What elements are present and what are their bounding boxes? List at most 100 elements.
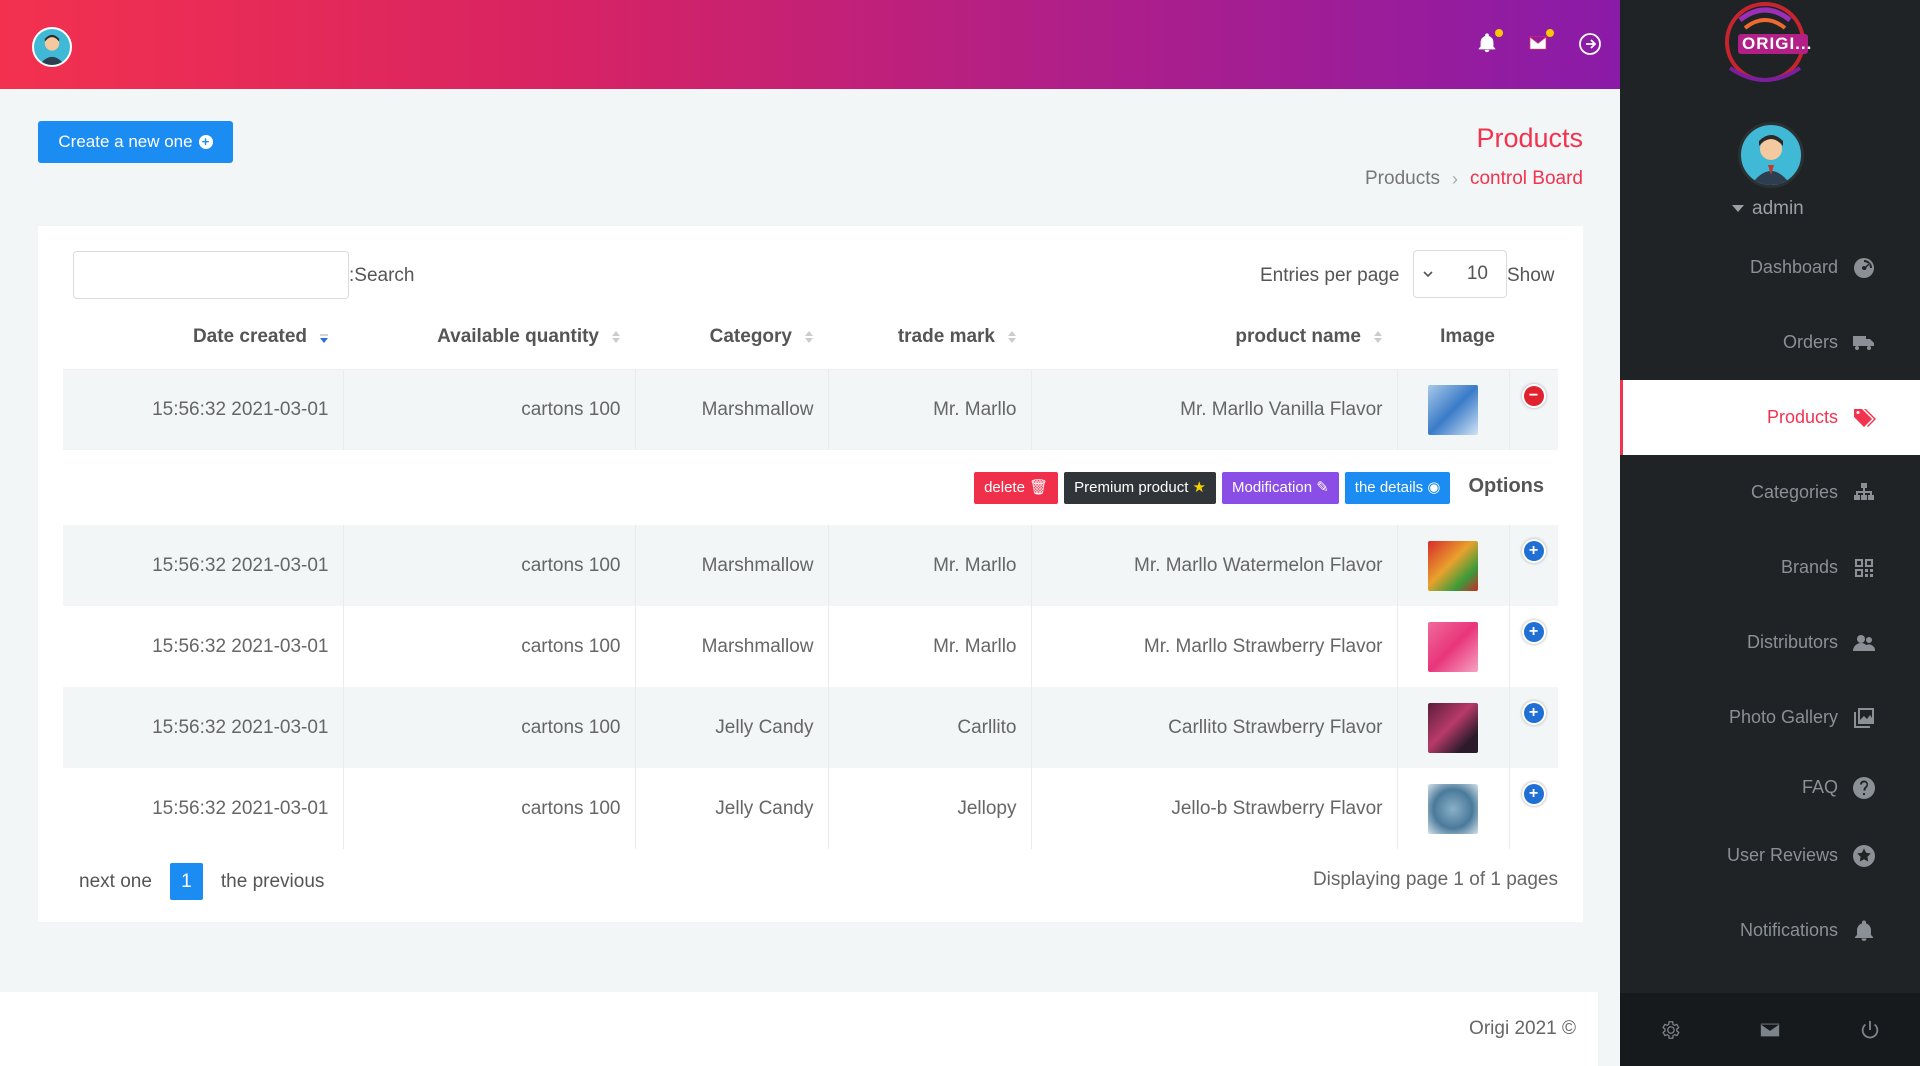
column-header-date-created[interactable]: Date created — [63, 306, 343, 370]
gear-icon[interactable] — [1659, 1019, 1681, 1041]
page-title: Products — [1476, 123, 1583, 153]
entries-label: Entries per page — [1260, 265, 1400, 286]
modification-button[interactable]: Modification ✎ — [1222, 471, 1339, 504]
expand-row-icon[interactable]: + — [1523, 622, 1544, 642]
show-label: Show — [1507, 265, 1555, 286]
cell-toggle: + — [1509, 606, 1558, 687]
sort-desc-icon — [320, 334, 328, 344]
breadcrumb-item-products[interactable]: Products — [1365, 168, 1440, 189]
create-new-button[interactable]: Create a new one + — [38, 121, 233, 163]
cell-brand: Mr. Marllo — [828, 525, 1032, 606]
sidebar-item-distributors[interactable]: Distributors — [1620, 605, 1920, 680]
chevron-right-icon: › — [1451, 168, 1458, 189]
cell-date: 15:56:32 2021-03-01 — [63, 768, 344, 849]
cell-date: 15:56:32 2021-03-01 — [63, 606, 344, 687]
details-button[interactable]: the details ◉ — [1344, 471, 1451, 504]
sort-icon — [1374, 331, 1382, 344]
plus-circle-icon: + — [198, 135, 213, 149]
sidebar-item-orders[interactable]: Orders — [1620, 305, 1920, 380]
cell-toggle: − — [1509, 369, 1558, 450]
sidebar-item-faq[interactable]: FAQ — [1620, 750, 1920, 825]
mail-icon[interactable] — [1527, 29, 1554, 56]
sidebar-item-notifications[interactable]: Notifications — [1620, 893, 1920, 968]
edit-icon: ✎ — [1316, 478, 1329, 496]
user-name: admin — [1752, 198, 1804, 219]
expand-row-icon[interactable]: + — [1523, 784, 1544, 804]
delete-button[interactable]: delete 🗑︎ — [974, 471, 1059, 504]
product-thumbnail[interactable] — [1428, 384, 1478, 435]
previous-page-link[interactable]: the previous — [220, 870, 325, 892]
next-page-link[interactable]: next one — [79, 870, 152, 892]
table-row[interactable]: 15:56:32 2021-03-01 cartons 100 Jelly Ca… — [63, 687, 1558, 768]
entries-value: 10 — [1466, 263, 1488, 284]
sidebar-footer — [1620, 993, 1920, 1066]
user-menu[interactable]: admin — [1732, 198, 1804, 220]
products-card: :Search Entries per page 10 Show Date cr… — [38, 226, 1583, 922]
search-label: :Search — [349, 265, 415, 286]
table-row[interactable]: 15:56:32 2021-03-01 cartons 100 Jelly Ca… — [63, 768, 1558, 849]
column-header-product-name[interactable]: product name — [1031, 306, 1397, 370]
product-thumbnail[interactable] — [1428, 621, 1478, 672]
sidebar-item-brands[interactable]: Brands — [1620, 530, 1920, 605]
sidebar-item-label: Orders — [1782, 332, 1838, 352]
cell-category: Marshmallow — [635, 369, 829, 450]
cell-brand: Mr. Marllo — [828, 606, 1032, 687]
entries-per-page-select[interactable]: 10 — [1413, 250, 1507, 298]
search-input[interactable] — [73, 251, 349, 299]
page-number-1[interactable]: 1 — [169, 863, 203, 900]
collapse-row-icon[interactable]: − — [1523, 385, 1544, 406]
users-icon — [1853, 634, 1876, 651]
product-thumbnail[interactable] — [1428, 702, 1478, 753]
notification-dot — [1495, 29, 1503, 37]
dashboard-icon — [1854, 257, 1874, 278]
expand-row-icon[interactable]: + — [1523, 541, 1544, 561]
column-header-category[interactable]: Category — [635, 306, 828, 370]
cell-category: Jelly Candy — [635, 768, 829, 849]
cell-toggle: + — [1509, 768, 1558, 849]
table-row[interactable]: 15:56:32 2021-03-01 cartons 100 Marshmal… — [63, 525, 1558, 606]
avatar[interactable] — [32, 27, 72, 67]
sidebar-item-label: Brands — [1780, 557, 1838, 577]
logout-icon[interactable] — [1578, 32, 1602, 56]
column-header-trade-mark[interactable]: trade mark — [828, 306, 1031, 370]
product-thumbnail[interactable] — [1428, 783, 1478, 834]
column-header-available-quantity[interactable]: Available quantity — [343, 306, 635, 370]
footer-copyright: Origi 2021 © — [1469, 1018, 1576, 1039]
sidebar-item-categories[interactable]: Categories — [1620, 455, 1920, 530]
cell-quantity: cartons 100 — [343, 369, 636, 450]
sort-icon — [612, 331, 620, 344]
power-icon[interactable] — [1859, 1019, 1881, 1041]
sidebar: ORIGI... admin Dashboard Orders Products… — [1620, 0, 1920, 1066]
cell-product-name: Carllito Strawberry Flavor — [1031, 687, 1398, 768]
expand-row-icon[interactable]: + — [1523, 703, 1544, 723]
cell-brand: Carllito — [828, 687, 1032, 768]
sidebar-avatar[interactable] — [1738, 122, 1804, 188]
breadcrumb-item-control-board[interactable]: control Board — [1469, 168, 1583, 189]
product-thumbnail[interactable] — [1428, 540, 1478, 591]
sidebar-item-dashboard[interactable]: Dashboard — [1620, 230, 1920, 305]
sidebar-item-photo-gallery[interactable]: Photo Gallery — [1620, 680, 1920, 755]
sidebar-item-label: Categories — [1750, 482, 1838, 502]
cell-image — [1397, 369, 1510, 450]
table-row[interactable]: 15:56:32 2021-03-01 cartons 100 Marshmal… — [63, 369, 1558, 450]
images-icon — [1854, 707, 1874, 728]
sidebar-item-products[interactable]: Products — [1620, 380, 1920, 455]
premium-product-button[interactable]: Premium product ★ — [1064, 471, 1216, 504]
column-header-image: Image — [1397, 306, 1509, 370]
mail-icon[interactable] — [1759, 1019, 1781, 1041]
table-row[interactable]: 15:56:32 2021-03-01 cartons 100 Marshmal… — [63, 606, 1558, 687]
sidebar-item-label: Notifications — [1739, 920, 1838, 940]
products-table: Date created Available quantity Category… — [63, 306, 1558, 849]
sort-icon — [805, 331, 813, 344]
footer: Origi 2021 © — [0, 992, 1598, 1066]
cell-image — [1397, 768, 1510, 849]
sidebar-item-label: FAQ — [1801, 777, 1838, 797]
cell-toggle: + — [1509, 525, 1558, 606]
chevron-down-icon — [1423, 271, 1433, 278]
question-icon — [1853, 776, 1875, 799]
sidebar-item-user-reviews[interactable]: User Reviews — [1620, 818, 1920, 893]
bell-icon[interactable] — [1476, 29, 1503, 56]
cell-brand: Jellopy — [828, 768, 1032, 849]
sidebar-item-label: User Reviews — [1726, 845, 1838, 865]
logo[interactable]: ORIGI... — [1710, 0, 1830, 90]
